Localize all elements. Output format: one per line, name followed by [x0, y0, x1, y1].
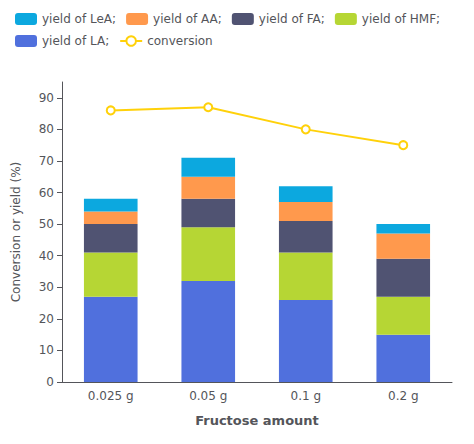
svg-text:conversion: conversion	[147, 34, 213, 48]
svg-text:50: 50	[39, 217, 54, 231]
svg-text:90: 90	[39, 91, 54, 105]
svg-text:70: 70	[39, 154, 54, 168]
svg-text:80: 80	[39, 122, 54, 136]
svg-text:60: 60	[39, 186, 54, 200]
svg-text:30: 30	[39, 280, 54, 294]
svg-text:40: 40	[39, 249, 54, 263]
svg-text:Conversion or yield (%): Conversion or yield (%)	[9, 162, 23, 303]
svg-text:20: 20	[39, 312, 54, 326]
svg-text:yield of LeA;: yield of LeA;	[42, 12, 116, 26]
svg-text:yield of HMF;: yield of HMF;	[362, 12, 440, 26]
svg-text:Fructose amount: Fructose amount	[195, 413, 319, 428]
svg-text:yield of FA;: yield of FA;	[259, 12, 325, 26]
svg-text:10: 10	[39, 343, 54, 357]
svg-text:0.2 g: 0.2 g	[388, 389, 419, 403]
svg-text:yield of LA;: yield of LA;	[42, 34, 109, 48]
svg-text:0.025 g: 0.025 g	[88, 389, 134, 403]
svg-text:0: 0	[46, 375, 54, 389]
svg-text:0.1 g: 0.1 g	[290, 389, 321, 403]
svg-text:0.05 g: 0.05 g	[189, 389, 227, 403]
svg-text:yield of AA;: yield of AA;	[153, 12, 222, 26]
